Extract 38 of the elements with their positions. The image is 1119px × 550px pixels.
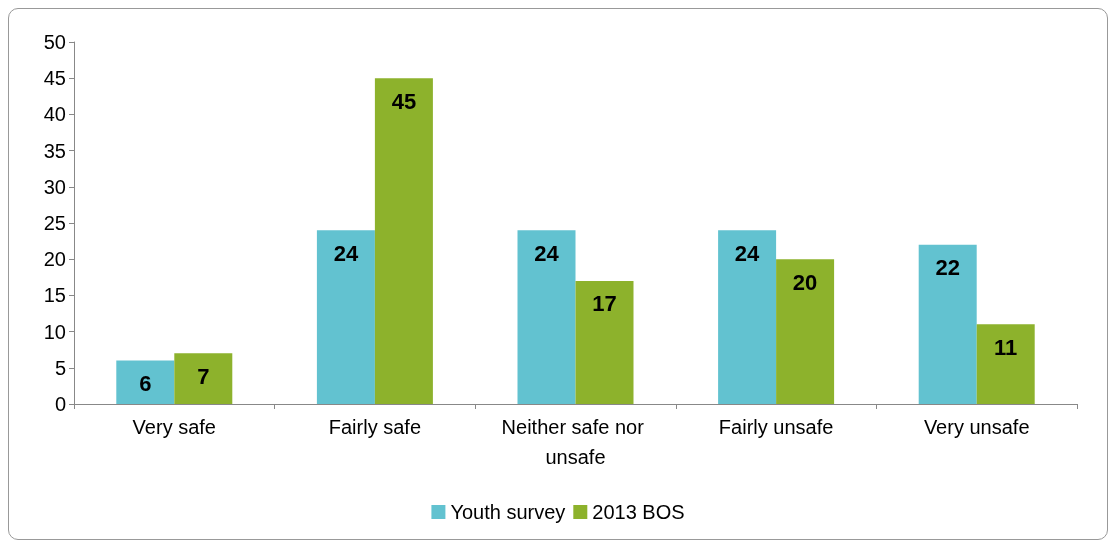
- bar: [374, 78, 433, 404]
- data-label: 45: [391, 88, 417, 114]
- x-tick-label: Very safe: [132, 416, 216, 438]
- data-label: 17: [592, 291, 617, 317]
- data-label: 24: [333, 240, 359, 266]
- x-tick-label: Fairly safe: [328, 416, 422, 438]
- x-tick-label: Fairly unsafe: [718, 416, 834, 438]
- y-tick-label: 10: [43, 320, 66, 343]
- y-tick-label: 20: [43, 248, 66, 271]
- data-label: 22: [935, 255, 960, 281]
- y-tick-label: 35: [43, 139, 66, 162]
- x-tick-label: Very unsafe: [923, 416, 1030, 438]
- bar: [718, 230, 777, 404]
- data-label: 6: [139, 371, 152, 397]
- data-label: 20: [792, 269, 818, 295]
- y-tick-label: 25: [43, 212, 66, 234]
- data-label: 7: [197, 363, 210, 389]
- y-tick-label: 50: [43, 31, 66, 53]
- y-tick-label: 15: [43, 284, 66, 307]
- bar: [575, 280, 634, 404]
- legend-label: Youth survey: [450, 501, 566, 523]
- bar: [517, 230, 576, 404]
- x-tick-label: Neither safe nor unsafe: [501, 416, 650, 468]
- bar: [316, 230, 375, 404]
- legend-label: 2013 BOS: [592, 501, 685, 523]
- bar: [776, 259, 835, 404]
- data-label: 11: [994, 334, 1018, 360]
- data-label: 24: [734, 240, 761, 266]
- bar: [116, 360, 175, 404]
- y-tick-label: 45: [43, 67, 66, 90]
- bar: [976, 324, 1035, 404]
- data-label: 24: [534, 240, 560, 266]
- bar: [174, 353, 233, 404]
- y-tick-label: 40: [43, 103, 66, 126]
- bar: [918, 244, 977, 404]
- y-tick-label: 5: [54, 356, 66, 379]
- y-tick-label: 30: [43, 175, 66, 198]
- y-tick-label: 0: [54, 393, 66, 415]
